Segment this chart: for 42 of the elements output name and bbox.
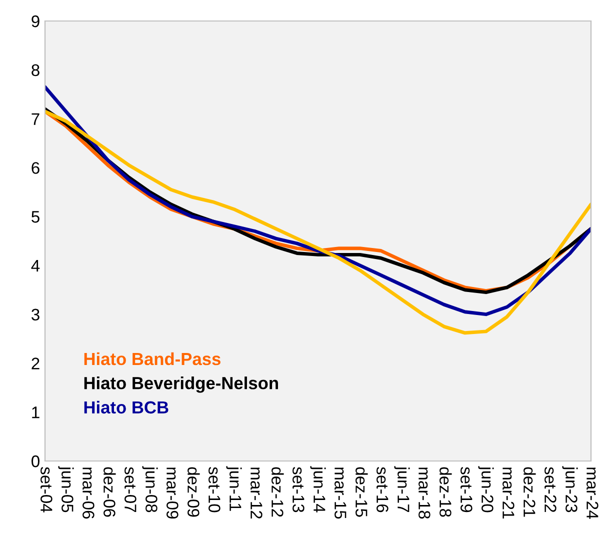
x-tick-label: dez-06 — [104, 467, 116, 517]
text: Hiato Band-Pass — [84, 352, 220, 366]
x-tick-label: mar-12 — [250, 468, 262, 519]
x-tick-label: jun-08 — [142, 466, 158, 512]
x-tick-label: dez-18 — [440, 467, 452, 517]
y-tick-label: 8 — [32, 64, 40, 76]
text: Hiato Beveridge-Nelson — [84, 376, 278, 393]
y-tick-label: 6 — [32, 162, 40, 174]
x-tick-label: dez-21 — [524, 467, 536, 517]
y-tick-label: 1 — [32, 406, 40, 418]
y-tick-label: 4 — [31, 260, 40, 272]
x-tick-label: jun-17 — [394, 466, 410, 512]
x-tick-label: mar-09 — [166, 468, 178, 519]
line-series — [45, 85, 591, 316]
x-tick-label: jun-11 — [226, 466, 242, 511]
text: Hiato BCB — [84, 400, 168, 414]
x-tick-label: dez-15 — [356, 467, 368, 517]
y-tick-label: 0 — [32, 455, 40, 468]
x-tick-label: set-07 — [124, 467, 136, 512]
y-tick-label: 5 — [32, 211, 40, 223]
x-tick-label: jun-14 — [310, 466, 326, 512]
x-tick-label: jun-20 — [478, 466, 494, 512]
y-tick-label: 7 — [32, 113, 40, 125]
line-series — [45, 110, 591, 335]
x-tick-label: mar-21 — [502, 468, 514, 519]
y-tick-label: 3 — [32, 308, 40, 321]
x-tick-label: mar-18 — [418, 468, 430, 519]
x-tick-label: jun-05 — [58, 466, 74, 512]
x-tick-label: jun-23 — [562, 466, 578, 512]
x-tick-label: mar-06 — [82, 468, 94, 519]
x-tick-label: dez-09 — [188, 467, 200, 517]
x-tick-label: set-22 — [544, 467, 556, 512]
x-tick-label: dez-12 — [272, 467, 284, 517]
y-tick-label: 2 — [32, 358, 40, 370]
x-tick-label: set-04 — [40, 467, 52, 512]
y-tick-label: 9 — [32, 15, 40, 28]
x-tick-label: mar-15 — [334, 468, 346, 519]
x-tick-label: set-13 — [292, 467, 304, 512]
x-tick-label: set-19 — [460, 467, 472, 512]
x-tick-label: set-10 — [208, 467, 220, 512]
x-tick-label: mar-24 — [586, 468, 598, 519]
x-tick-label: set-16 — [376, 467, 388, 512]
